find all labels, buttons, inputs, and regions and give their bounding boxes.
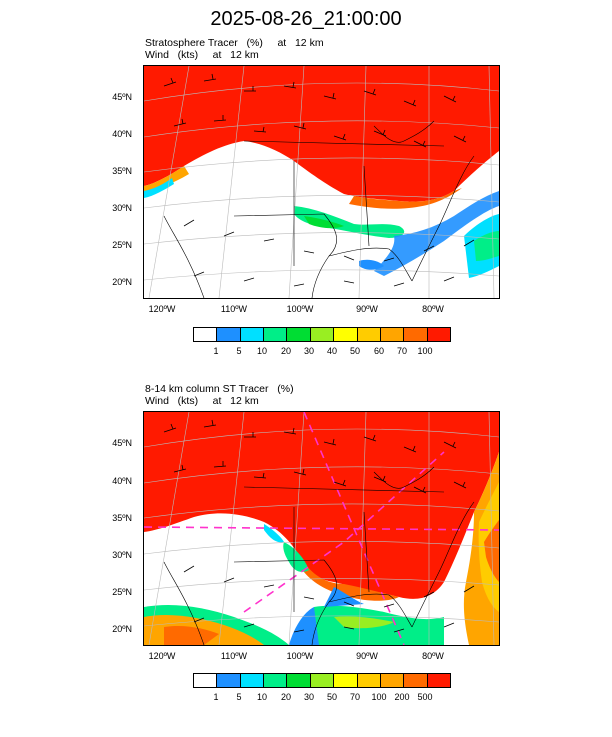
colorbar-swatch (404, 328, 428, 341)
panel2-subtitle: Wind (kts) at 12 km (145, 395, 259, 407)
panel2-title: 8-14 km column ST Tracer (%) (145, 383, 294, 395)
lat-label: 30ºN (112, 203, 132, 213)
lat-label: 25ºN (112, 587, 132, 597)
colorbar-label: 1 (213, 346, 219, 356)
colorbar-swatch (194, 328, 218, 341)
colorbar (193, 673, 451, 688)
colorbar-label: 70 (349, 692, 360, 702)
colorbar-swatch (357, 328, 381, 341)
colorbar-swatch (310, 674, 335, 687)
colorbar-label: 5 (236, 692, 242, 702)
colorbar-swatch (404, 674, 428, 687)
lat-label: 40ºN (112, 476, 132, 486)
colorbar (193, 327, 451, 342)
lon-label: 120ºW (148, 304, 176, 314)
colorbar-swatch (380, 674, 405, 687)
lat-label: 45ºN (112, 92, 132, 102)
lat-label: 35ºN (112, 166, 132, 176)
lat-label: 20ºN (112, 624, 132, 634)
page-title: 2025-08-26_21:00:00 (210, 8, 402, 30)
colorbar-swatch (287, 328, 311, 341)
lat-label: 45ºN (112, 438, 132, 448)
lat-label: 20ºN (112, 277, 132, 287)
colorbar-label: 100 (371, 692, 387, 702)
colorbar-swatch (264, 328, 288, 341)
colorbar-label: 200 (394, 692, 410, 702)
lon-label: 100ºW (286, 304, 314, 314)
colorbar-swatch (194, 674, 218, 687)
lat-label: 30ºN (112, 550, 132, 560)
colorbar-label: 5 (236, 346, 242, 356)
lon-label: 110ºW (220, 304, 248, 314)
colorbar-swatch (287, 674, 311, 687)
colorbar-swatch (240, 674, 265, 687)
colorbar-swatch (380, 328, 405, 341)
lat-label: 40ºN (112, 129, 132, 139)
colorbar-label: 50 (349, 346, 360, 356)
colorbar-label: 40 (326, 346, 337, 356)
colorbar-label: 30 (303, 346, 314, 356)
lon-label: 110ºW (220, 651, 248, 661)
colorbar-swatch (264, 674, 288, 687)
colorbar-swatch (357, 674, 381, 687)
lat-label: 25ºN (112, 240, 132, 250)
colorbar-swatch (217, 674, 241, 687)
colorbar-label: 10 (256, 692, 267, 702)
colorbar-swatch (427, 328, 450, 341)
lon-label: 120ºW (148, 651, 176, 661)
colorbar-label: 20 (280, 692, 291, 702)
colorbar-label: 50 (326, 692, 337, 702)
colorbar-label: 10 (256, 346, 267, 356)
colorbar-label: 60 (373, 346, 384, 356)
lat-label: 35ºN (112, 513, 132, 523)
colorbar-swatch (240, 328, 265, 341)
lon-label: 90ºW (356, 304, 378, 314)
tracer-field (144, 412, 499, 599)
lon-label: 90ºW (356, 651, 378, 661)
colorbar-swatch (310, 328, 335, 341)
colorbar-label: 20 (280, 346, 291, 356)
colorbar-label: 1 (213, 692, 219, 702)
colorbar-swatch (334, 328, 358, 341)
colorbar-label: 70 (396, 346, 407, 356)
lon-label: 80ºW (422, 304, 444, 314)
colorbar-label: 500 (417, 692, 433, 702)
colorbar-swatch (427, 674, 450, 687)
colorbar-swatch (334, 674, 358, 687)
colorbar-swatch (217, 328, 241, 341)
tracer-field (144, 66, 499, 202)
colorbar-label: 100 (417, 346, 433, 356)
lon-label: 80ºW (422, 651, 444, 661)
colorbar-label: 30 (303, 692, 314, 702)
lon-label: 100ºW (286, 651, 314, 661)
panel1-title: Stratosphere Tracer (%) at 12 km (145, 37, 324, 49)
panel2-map (143, 411, 500, 646)
panel1-map (143, 65, 500, 299)
panel1-subtitle: Wind (kts) at 12 km (145, 49, 259, 61)
